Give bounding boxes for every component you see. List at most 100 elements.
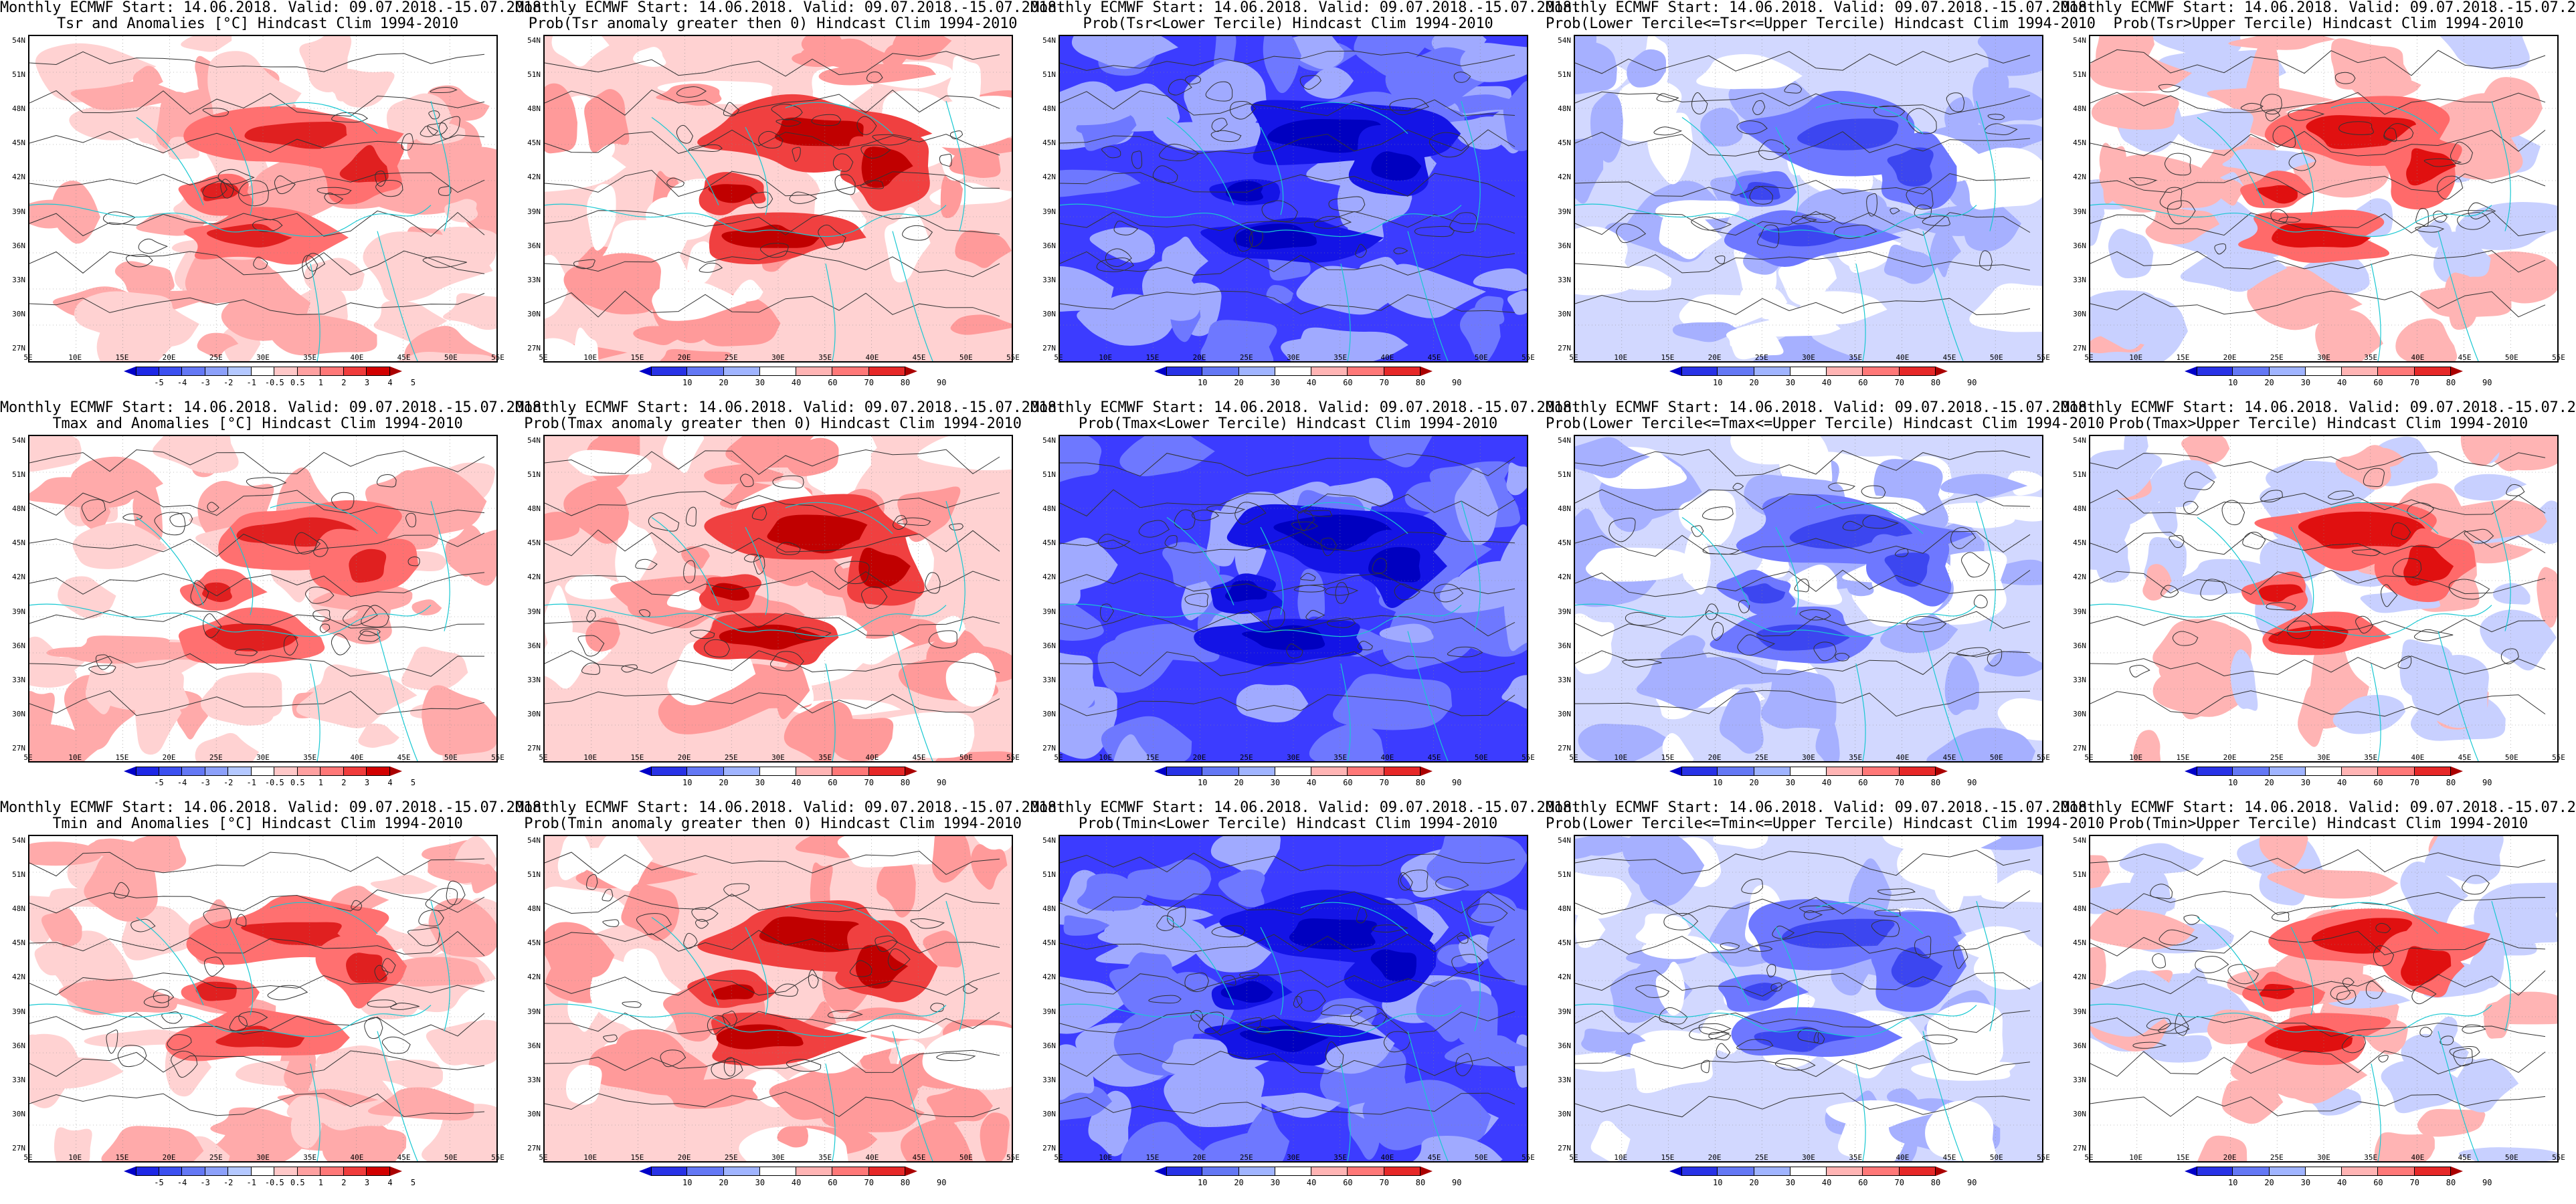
shaded-area <box>877 860 916 918</box>
graticule <box>1060 836 1527 1161</box>
shaded-area <box>1786 332 1824 361</box>
longitude-label: 50E <box>1989 353 2003 362</box>
colorbar-cell <box>1202 367 1239 376</box>
latitude-label: 33N <box>2073 1075 2086 1084</box>
latitude-label: 39N <box>1558 1007 1571 1016</box>
latitude-label: 45N <box>1558 138 1571 148</box>
colorbar-tick-label: 10 <box>1713 1178 1723 1187</box>
colorbar-tick-label: 60 <box>1858 778 1868 787</box>
latitude-label: 42N <box>1042 573 1056 582</box>
colorbar-tick-label: 10 <box>1198 1178 1208 1187</box>
colorbar-tick-label: 90 <box>2482 1178 2492 1187</box>
colorbar-cell <box>228 1167 252 1176</box>
colorbar-tick-label: 70 <box>864 378 874 387</box>
longitude-label: 10E <box>1099 753 1113 762</box>
longitude-label: 20E <box>162 353 176 362</box>
map-panel-tmin-1: Monthly ECMWF Start: 14.06.2018. Valid: … <box>0 800 550 1200</box>
longitude-label: 55E <box>491 353 504 362</box>
shaded-area <box>2090 495 2130 570</box>
coastlines <box>1575 901 1996 1161</box>
shaded-area <box>2330 38 2411 90</box>
shaded-area <box>203 692 280 726</box>
latitude-label: 42N <box>12 573 25 582</box>
colorbar-cell <box>1863 367 1900 376</box>
longitude-label: 10E <box>583 353 597 362</box>
panel-title-line-2: Prob(Lower Tercile<=Tmin<=Upper Tercile)… <box>1546 815 2104 832</box>
shaded-core-strong <box>346 952 387 983</box>
colorbar-cell <box>320 367 344 376</box>
colorbar-tick-label: 70 <box>1894 378 1904 387</box>
shaded-area <box>773 658 810 720</box>
latitude-label: 39N <box>12 207 25 216</box>
shaded-area <box>1662 733 1694 761</box>
colorbar-tick-label: 70 <box>864 1178 874 1187</box>
shaded-area <box>587 184 616 251</box>
shaded-area <box>1719 687 1764 754</box>
shaded-area <box>72 522 168 569</box>
shaded-area <box>974 836 1012 853</box>
latitude-label: 39N <box>12 607 25 616</box>
shaded-core-strong <box>2403 544 2454 586</box>
longitude-label: 10E <box>1099 353 1113 362</box>
shaded-core-strong <box>1797 118 1899 150</box>
colorbar-cell <box>1348 767 1384 776</box>
colorbar-cell <box>205 1167 229 1176</box>
panel-title-line-2: Prob(Lower Tercile<=Tmax<=Upper Tercile)… <box>1546 415 2104 432</box>
longitude-label: 50E <box>1474 753 1488 762</box>
shaded-area <box>2191 51 2235 82</box>
shaded-area <box>1726 327 1764 347</box>
shaded-area <box>2228 36 2336 50</box>
map-panel-tmin-5: Monthly ECMWF Start: 14.06.2018. Valid: … <box>2061 800 2576 1200</box>
shaded-area <box>917 436 1012 471</box>
colorbar-cell <box>1718 1167 1754 1176</box>
colorbar-cell <box>1202 767 1239 776</box>
shaded-area <box>1332 674 1453 730</box>
shaded-area <box>2149 460 2217 508</box>
longitude-label: 25E <box>1754 353 1768 362</box>
shaded-area <box>557 836 591 880</box>
colorbar-cell <box>2378 367 2415 376</box>
latitude-label: 27N <box>2073 344 2086 353</box>
latitude-label: 54N <box>1042 836 1056 845</box>
colorbar-max-arrow <box>390 1167 402 1176</box>
longitude-label: 50E <box>2504 1153 2518 1162</box>
latitude-label: 36N <box>527 1041 541 1050</box>
colorbar-max-arrow <box>2451 1167 2463 1176</box>
longitude-label: 40E <box>865 353 879 362</box>
colorbar-cell <box>2342 767 2379 776</box>
colorbar-tick-label: 10 <box>2228 778 2238 787</box>
longitude-label: 40E <box>2411 353 2425 362</box>
longitude-label: 30E <box>256 753 270 762</box>
shaded-area <box>633 325 693 345</box>
shaded-area <box>34 941 63 976</box>
longitude-label: 45E <box>2458 353 2472 362</box>
shaded-core-strong <box>2272 223 2371 248</box>
latitude-label: 36N <box>1558 241 1571 250</box>
graticule <box>2090 436 2557 761</box>
shaded-core-strong <box>244 121 349 149</box>
shaded-area <box>1933 849 1968 912</box>
latitude-label: 48N <box>1042 504 1056 514</box>
colorbar-frame <box>136 767 390 776</box>
latitude-label: 36N <box>12 1041 25 1050</box>
latitude-label: 36N <box>1042 241 1056 250</box>
shaded-core-strong <box>2264 1025 2353 1053</box>
latitude-label: 27N <box>1042 344 1056 353</box>
colorbar-max-arrow <box>1936 767 1948 776</box>
longitude-label: 55E <box>2037 753 2050 762</box>
colorbar-cell <box>320 1167 344 1176</box>
colorbar-cell <box>651 767 688 776</box>
shaded-area <box>52 181 100 244</box>
shaded-area <box>1575 836 1648 856</box>
colorbar-cell <box>687 367 724 376</box>
colorbar-cell <box>723 367 760 376</box>
shaded-area <box>2181 436 2230 465</box>
colorbar-tick-label: 60 <box>1858 1178 1868 1187</box>
colorbar-cell <box>343 1167 367 1176</box>
colorbar-max-arrow <box>2451 767 2463 776</box>
latitude-label: 39N <box>527 607 541 616</box>
colorbar-tick-label: 60 <box>828 1178 838 1187</box>
shaded-area <box>2007 470 2042 496</box>
colorbar-tick-label: 70 <box>1894 778 1904 787</box>
colorbar-min-arrow <box>1669 1167 1681 1176</box>
